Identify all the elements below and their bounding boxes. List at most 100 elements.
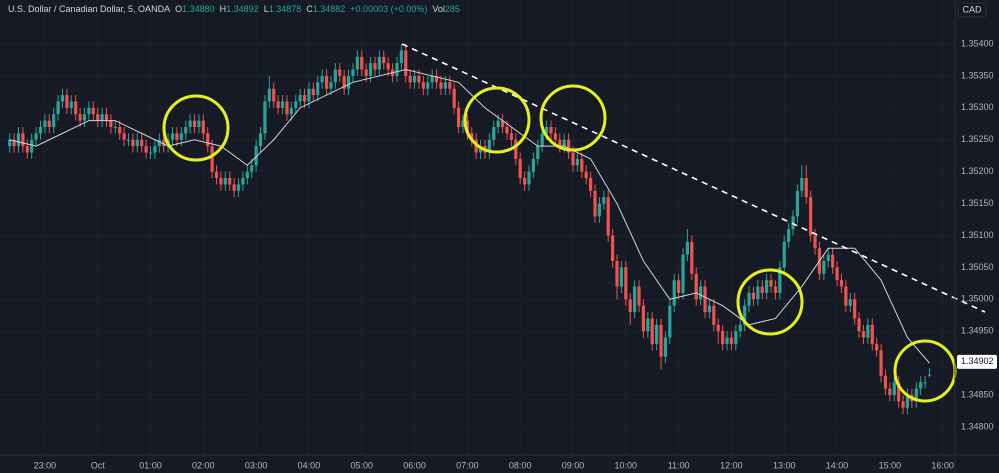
candle-body [311,88,315,96]
candle-body [866,324,870,338]
candle-body [637,286,641,306]
candle-body [179,133,183,140]
candle-body [245,171,249,179]
candle-body [751,292,756,300]
candle-body [712,305,716,325]
candle-body [8,139,12,147]
x-tick-label: 03:00 [245,460,268,470]
candle-body [197,120,201,127]
currency-box [957,2,987,18]
candle-body [905,395,910,408]
y-tick-label: 1.35200 [961,166,994,176]
candle-body [747,292,751,306]
field-key: L [264,4,269,14]
candle-body [52,114,56,127]
candle-body [232,184,236,191]
candle-body [848,299,852,306]
candle-body [791,216,795,230]
candle-body [518,158,522,179]
x-tick-label: 07:00 [456,460,479,470]
candle-body [765,280,769,293]
candle-body [892,382,896,396]
candle-body [540,133,544,147]
candle-body [655,324,659,344]
candle-body [883,375,888,389]
candle-body [522,178,527,185]
candle-body [320,75,324,83]
x-tick-label: 16:00 [931,460,954,470]
candle-body [56,101,60,115]
y-tick-label: 1.34950 [961,326,994,336]
candle-body [228,178,232,185]
candle-body [549,126,553,134]
candle-body [919,382,923,389]
candle-body [254,146,258,166]
candle-body [927,374,932,376]
candle-body [611,235,615,262]
x-tick-label: 23:00 [34,460,57,470]
candle-body [870,324,874,344]
candle-body [170,133,175,140]
candle-body [439,82,443,89]
candle-body [478,146,483,153]
candle-body [496,120,500,127]
candle-body [650,318,654,344]
candle-body [681,254,685,293]
candle-body [778,267,782,293]
candle-body [188,120,192,127]
candle-body [109,120,113,127]
candle-body [131,139,135,147]
x-tick-label: 09:00 [562,460,585,470]
candle-body [699,286,703,300]
candle-body [721,331,725,344]
highlight-circle [539,84,607,152]
candle-body [192,120,197,127]
candle-body [514,139,518,159]
candle-body [386,63,390,70]
change: +0.00003 (+0.00%) [350,4,427,14]
field-key: C [306,4,313,14]
candle-body [162,139,166,147]
candle-body [144,146,148,153]
x-tick-label: 08:00 [509,460,532,470]
x-tick-label: 01:00 [139,460,162,470]
candle-body [738,324,742,332]
candle-body [417,75,421,83]
candle-body [531,158,535,172]
candle-body [831,254,835,268]
x-tick-label: 02:00 [192,460,215,470]
candle-body [839,280,844,287]
candle-body [544,126,549,134]
field-value: 1.34882 [313,4,346,14]
candle-body [285,101,289,115]
highlight-circle [463,86,531,154]
candle-body [443,82,447,89]
candle-body [782,241,786,268]
candle-body [901,401,905,408]
candle-body [606,197,610,236]
candle-body [360,56,364,70]
x-tick-label: 05:00 [350,460,373,470]
candle-body [267,88,271,102]
candle-body [214,171,219,179]
candle-body [364,69,368,76]
candle-body [553,133,557,140]
candle-body [16,133,21,147]
candle-body [452,88,456,108]
candle-body [373,63,377,70]
candle-body [34,133,38,140]
candle-body [368,63,373,76]
candle-body [100,114,104,121]
candle-body [448,82,452,89]
candle-body [857,318,861,332]
y-tick-label: 1.34800 [961,421,994,431]
candle-body [844,286,848,306]
y-tick-label: 1.35000 [961,294,994,304]
candle-body [395,63,399,76]
x-tick-label: 15:00 [879,460,902,470]
candle-body [677,280,681,293]
candle-body [258,133,263,147]
candle-body [329,82,333,89]
price-tag-label: 1.34902 [961,356,994,366]
